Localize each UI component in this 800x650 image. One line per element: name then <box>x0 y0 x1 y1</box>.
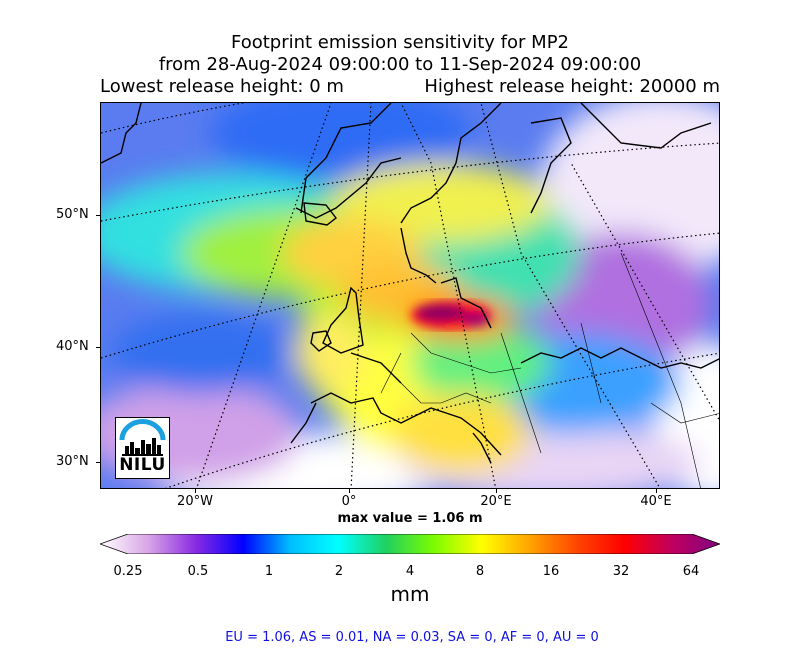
graticule <box>101 103 719 488</box>
colorbar-tick-label: 2 <box>334 564 344 579</box>
colorbar-tick-label: 0.5 <box>187 564 209 579</box>
region-stats: EU = 1.06, AS = 0.01, NA = 0.03, SA = 0,… <box>225 630 599 645</box>
lowest-release-height: Lowest release height: 0 m <box>100 76 344 97</box>
lon-label-20w: 20°W <box>177 494 213 509</box>
colorbar <box>100 534 720 554</box>
nilu-logo-text: NILU <box>119 455 166 475</box>
lat-label-50n: 50°N <box>56 207 89 222</box>
lat-label-30n: 30°N <box>56 454 89 469</box>
colorbar-tick-label: 1 <box>264 564 274 579</box>
lat-tick <box>96 347 100 348</box>
colorbar-body <box>100 534 720 554</box>
colorbar-tick-label: 64 <box>682 564 700 579</box>
title-line-1: Footprint emission sensitivity for MP2 <box>230 32 569 53</box>
colorbar-tick-label: 16 <box>542 564 560 579</box>
colorbar-tick-label: 4 <box>405 564 415 579</box>
colorbar-tick-label: 32 <box>612 564 630 579</box>
lat-tick <box>96 215 100 216</box>
footprint-map: NILU <box>100 102 720 489</box>
country-borders <box>380 252 719 488</box>
lon-label-40e: 40°E <box>640 494 672 509</box>
lon-tick <box>496 489 497 493</box>
lat-tick <box>96 462 100 463</box>
nilu-logo: NILU <box>115 417 170 479</box>
max-value-label: max value = 1.06 m <box>337 511 483 526</box>
lon-label-0: 0° <box>341 494 357 509</box>
lon-tick <box>195 489 196 493</box>
lon-tick <box>656 489 657 493</box>
highest-release-height: Highest release height: 20000 m <box>424 76 720 97</box>
nilu-logo-mark <box>119 419 166 456</box>
lat-label-40n: 40°N <box>56 339 89 354</box>
lon-tick <box>349 489 350 493</box>
lon-label-20e: 20°E <box>480 494 512 509</box>
colorbar-tick-label: 0.25 <box>113 564 143 579</box>
coastlines <box>101 103 719 464</box>
map-canvas <box>101 103 719 488</box>
colorbar-unit-label: mm <box>390 582 430 606</box>
title-line-2: from 28-Aug-2024 09:00:00 to 11-Sep-2024… <box>158 54 642 75</box>
colorbar-tick-label: 8 <box>475 564 485 579</box>
